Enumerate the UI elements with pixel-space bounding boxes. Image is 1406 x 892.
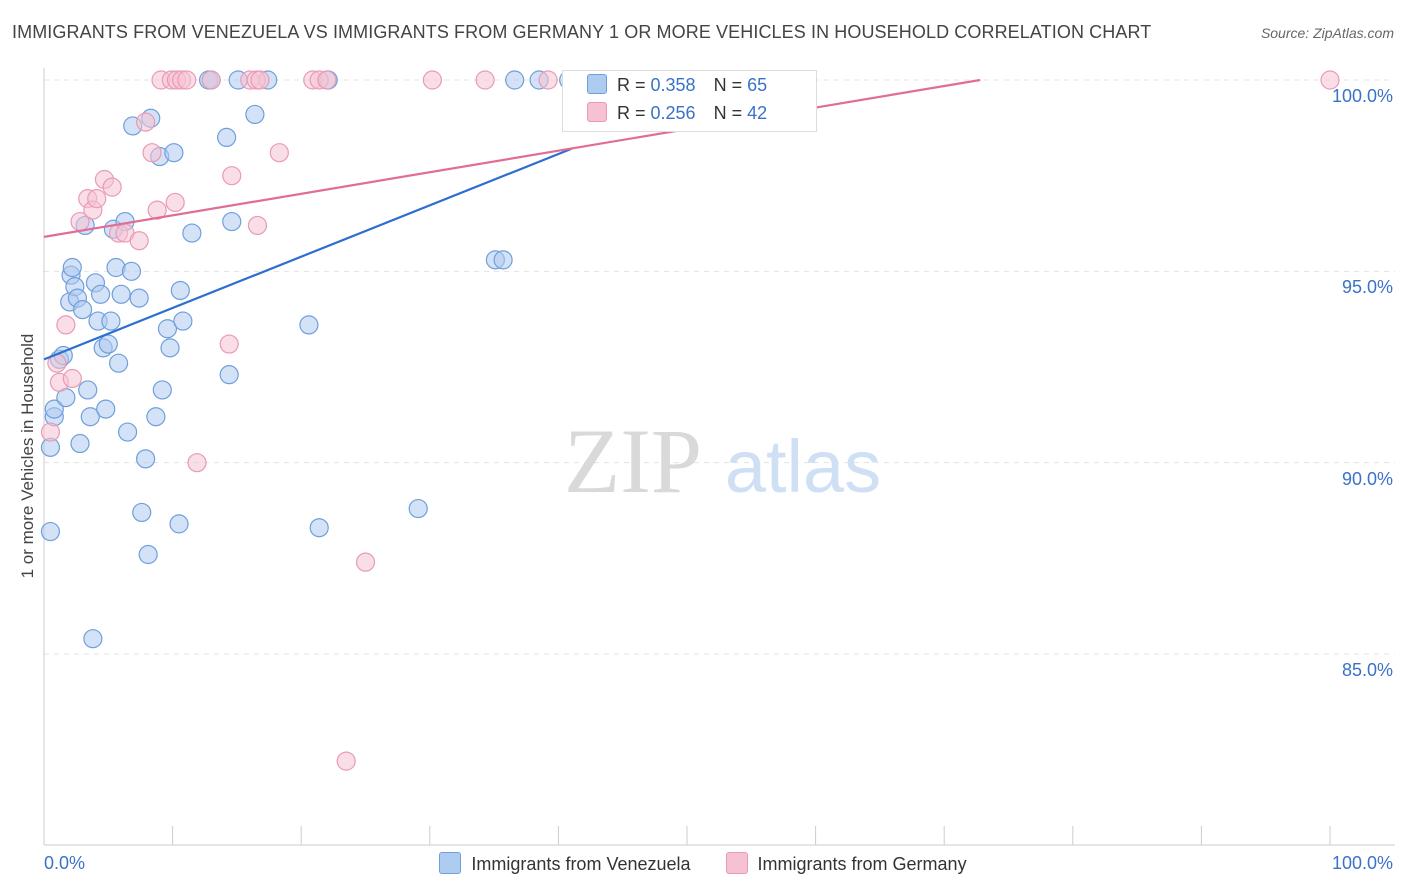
data-point bbox=[222, 211, 242, 232]
data-point bbox=[129, 288, 149, 308]
data-point bbox=[201, 70, 221, 90]
data-point bbox=[121, 261, 142, 281]
y-tick-label: 90.0% bbox=[1341, 468, 1393, 489]
legend-n-germany: 42 bbox=[747, 103, 768, 123]
data-point bbox=[187, 453, 207, 473]
data-point bbox=[355, 552, 376, 572]
data-point bbox=[299, 315, 319, 335]
data-point bbox=[135, 112, 156, 132]
data-point bbox=[165, 192, 185, 213]
data-point bbox=[475, 70, 495, 90]
data-point bbox=[129, 231, 149, 251]
data-point bbox=[247, 215, 268, 236]
chart-title: IMMIGRANTS FROM VENEZUELA VS IMMIGRANTS … bbox=[12, 22, 1152, 42]
data-point bbox=[169, 514, 189, 534]
trend-line-venezuela bbox=[43, 147, 572, 361]
data-point bbox=[408, 498, 428, 519]
data-point bbox=[493, 250, 513, 270]
legend-label-venezuela: Immigrants from Venezuela bbox=[471, 854, 691, 874]
data-point bbox=[108, 353, 129, 373]
y-tick-label: 95.0% bbox=[1341, 277, 1393, 298]
y-tick-label: 85.0% bbox=[1341, 660, 1393, 680]
data-point bbox=[135, 449, 156, 469]
data-point bbox=[538, 70, 558, 90]
series-legend: Immigrants from Venezuela Immigrants fro… bbox=[0, 852, 1406, 875]
data-point bbox=[160, 338, 180, 358]
data-point bbox=[56, 315, 76, 335]
stats-legend: R = 0.358 N = 65 R = 0.256 N = 42 bbox=[562, 70, 817, 132]
data-point bbox=[269, 143, 289, 163]
data-point bbox=[146, 407, 166, 427]
data-point bbox=[182, 223, 202, 243]
watermark-atlas: atlas bbox=[725, 425, 881, 508]
data-point bbox=[164, 143, 184, 163]
data-point bbox=[98, 334, 118, 354]
data-point bbox=[170, 280, 190, 301]
data-point bbox=[62, 368, 82, 389]
data-point bbox=[222, 166, 242, 186]
trend-lines bbox=[43, 78, 981, 361]
legend-swatch-venezuela bbox=[587, 74, 607, 94]
data-point bbox=[309, 518, 329, 538]
gridlines bbox=[44, 79, 1395, 655]
data-point bbox=[147, 200, 167, 220]
data-point bbox=[250, 70, 270, 90]
data-point bbox=[87, 189, 107, 209]
legend-label-germany: Immigrants from Germany bbox=[757, 854, 967, 874]
data-point bbox=[102, 177, 122, 197]
legend-swatch-venezuela-bottom bbox=[439, 852, 462, 874]
data-point bbox=[138, 544, 158, 565]
data-point bbox=[173, 311, 193, 331]
data-point bbox=[83, 629, 103, 649]
data-point bbox=[336, 751, 356, 771]
data-point bbox=[505, 70, 525, 90]
x-tick-label-max: 100.0% bbox=[1331, 853, 1393, 873]
data-point bbox=[70, 433, 90, 454]
legend-r-venezuela: 0.358 bbox=[650, 75, 696, 95]
data-point bbox=[72, 300, 93, 320]
legend-swatch-germany bbox=[587, 102, 607, 122]
data-point bbox=[422, 70, 442, 90]
data-point bbox=[177, 70, 197, 90]
legend-item-venezuela: Immigrants from Venezuela bbox=[439, 852, 691, 875]
legend-n-venezuela: 65 bbox=[747, 75, 768, 95]
germany-points bbox=[40, 70, 1340, 771]
chart-source: Source: ZipAtlas.com bbox=[1260, 25, 1394, 41]
data-point bbox=[40, 521, 61, 542]
data-point bbox=[217, 127, 237, 147]
axes bbox=[43, 68, 1395, 846]
legend-item-germany: Immigrants from Germany bbox=[725, 852, 967, 875]
legend-row-venezuela: R = 0.358 N = 65 bbox=[587, 74, 767, 98]
watermark-zip: ZIP bbox=[564, 410, 702, 512]
data-point bbox=[90, 284, 111, 304]
data-point bbox=[80, 407, 100, 427]
data-point bbox=[132, 502, 152, 523]
data-point bbox=[317, 70, 337, 90]
data-point bbox=[40, 422, 61, 442]
data-point bbox=[117, 422, 138, 442]
data-point bbox=[101, 311, 121, 331]
legend-row-germany: R = 0.256 N = 42 bbox=[587, 102, 767, 126]
legend-r-germany: 0.256 bbox=[650, 103, 696, 123]
x-tick-label-min: 0.0% bbox=[44, 853, 86, 873]
data-point bbox=[142, 143, 162, 163]
data-point bbox=[62, 257, 82, 278]
data-point bbox=[152, 380, 172, 400]
legend-swatch-germany-bottom bbox=[725, 852, 748, 874]
data-point bbox=[96, 399, 116, 419]
trend-line-germany bbox=[43, 78, 981, 238]
data-point bbox=[245, 104, 265, 125]
data-point bbox=[78, 380, 98, 400]
data-point bbox=[219, 334, 239, 354]
data-point bbox=[157, 319, 178, 339]
data-point bbox=[111, 284, 131, 304]
data-point bbox=[1320, 70, 1340, 90]
y-tick-label: 100.0% bbox=[1331, 86, 1393, 106]
venezuela-points bbox=[40, 70, 579, 649]
data-point bbox=[219, 365, 239, 385]
data-point bbox=[44, 399, 64, 419]
